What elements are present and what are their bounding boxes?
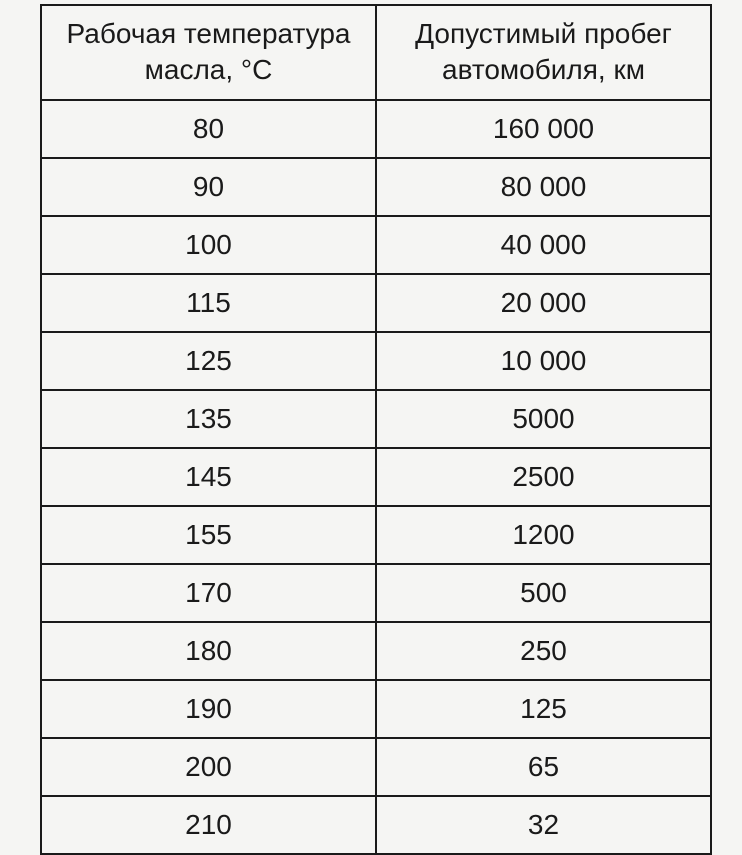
column-header-mileage: Допустимый пробег автомобиля, км <box>376 5 711 100</box>
table-row: 170500 <box>41 564 711 622</box>
table-row: 20065 <box>41 738 711 796</box>
header-line-2: автомобиля, км <box>442 54 645 85</box>
cell-mileage: 80 000 <box>376 158 711 216</box>
header-line-1: Допустимый пробег <box>415 18 672 49</box>
cell-mileage: 10 000 <box>376 332 711 390</box>
cell-mileage: 32 <box>376 796 711 854</box>
cell-temperature: 125 <box>41 332 376 390</box>
cell-temperature: 180 <box>41 622 376 680</box>
cell-temperature: 100 <box>41 216 376 274</box>
table-row: 80160 000 <box>41 100 711 158</box>
table-row: 10040 000 <box>41 216 711 274</box>
cell-temperature: 115 <box>41 274 376 332</box>
cell-mileage: 500 <box>376 564 711 622</box>
cell-temperature: 170 <box>41 564 376 622</box>
table-row: 11520 000 <box>41 274 711 332</box>
table-row: 21032 <box>41 796 711 854</box>
table-row: 9080 000 <box>41 158 711 216</box>
table-row: 190125 <box>41 680 711 738</box>
column-header-temperature: Рабочая температура масла, °C <box>41 5 376 100</box>
cell-temperature: 90 <box>41 158 376 216</box>
cell-mileage: 160 000 <box>376 100 711 158</box>
cell-temperature: 190 <box>41 680 376 738</box>
cell-temperature: 135 <box>41 390 376 448</box>
cell-temperature: 145 <box>41 448 376 506</box>
cell-mileage: 1200 <box>376 506 711 564</box>
table-row: 1452500 <box>41 448 711 506</box>
cell-temperature: 210 <box>41 796 376 854</box>
cell-mileage: 2500 <box>376 448 711 506</box>
table-header-row: Рабочая температура масла, °C Допустимый… <box>41 5 711 100</box>
cell-mileage: 65 <box>376 738 711 796</box>
table-row: 12510 000 <box>41 332 711 390</box>
table-row: 1355000 <box>41 390 711 448</box>
data-table: Рабочая температура масла, °C Допустимый… <box>40 4 712 855</box>
header-line-1: Рабочая температура <box>67 18 351 49</box>
cell-mileage: 20 000 <box>376 274 711 332</box>
cell-mileage: 125 <box>376 680 711 738</box>
table-body: 80160 0009080 00010040 00011520 00012510… <box>41 100 711 854</box>
cell-mileage: 5000 <box>376 390 711 448</box>
cell-temperature: 155 <box>41 506 376 564</box>
table-row: 180250 <box>41 622 711 680</box>
cell-temperature: 200 <box>41 738 376 796</box>
cell-mileage: 250 <box>376 622 711 680</box>
table-row: 1551200 <box>41 506 711 564</box>
cell-temperature: 80 <box>41 100 376 158</box>
cell-mileage: 40 000 <box>376 216 711 274</box>
header-line-2: масла, °C <box>145 54 273 85</box>
